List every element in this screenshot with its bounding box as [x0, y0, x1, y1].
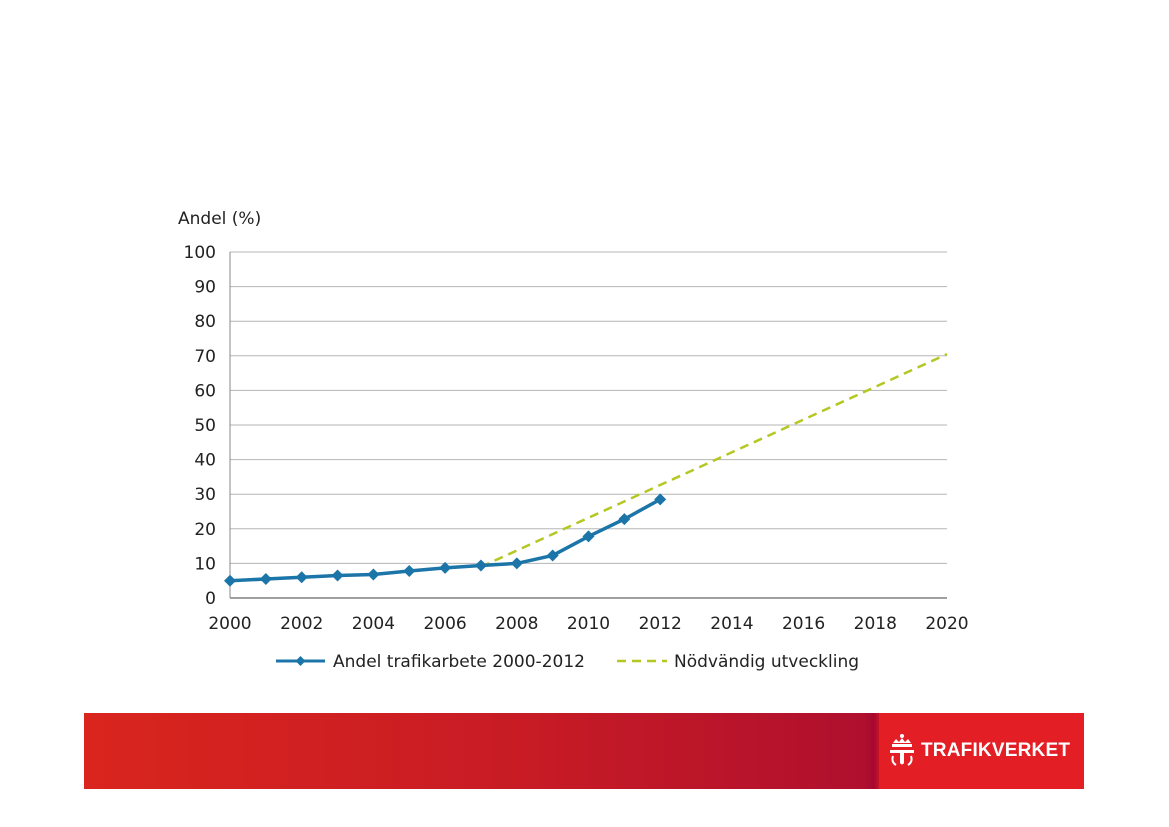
footer-banner: TRAFIKVERKET	[84, 713, 1084, 789]
x-tick-2002: 2002	[280, 614, 323, 634]
y-tick-70: 70	[194, 347, 216, 367]
legend-label-series-1: Andel trafikarbete 2000-2012	[333, 652, 585, 672]
y-tick-30: 30	[194, 485, 216, 505]
legend-label-series-2: Nödvändig utveckling	[674, 652, 859, 672]
crown-t-icon	[890, 734, 914, 766]
series-1-point-2000	[224, 574, 236, 587]
series-1-point-2005	[403, 565, 416, 578]
series-1-point-2008	[510, 557, 523, 570]
series-line-2	[480, 352, 948, 569]
x-tick-2006: 2006	[423, 614, 466, 634]
x-tick-2004: 2004	[352, 614, 395, 634]
series-1-point-2009	[546, 549, 559, 562]
x-tick-2016: 2016	[782, 614, 825, 634]
y-tick-labels: 0 10 20 30 40 50 60 70 80 90 100	[184, 243, 216, 609]
legend-marker-series-1	[295, 656, 306, 666]
grid-lines	[229, 251, 947, 599]
y-tick-50: 50	[194, 416, 216, 436]
y-tick-10: 10	[194, 554, 216, 574]
y-tick-60: 60	[194, 381, 216, 401]
x-tick-2000: 2000	[208, 614, 251, 634]
legend: Andel trafikarbete 2000-2012 Nödvändig u…	[276, 652, 859, 672]
trafikverket-logo: TRAFIKVERKET	[879, 713, 1084, 789]
y-axis-label: Andel (%)	[178, 209, 261, 229]
series-1-point-2010	[582, 530, 595, 543]
series-1-point-2004	[367, 568, 380, 581]
series-1-point-2003	[331, 569, 344, 582]
x-tick-2018: 2018	[854, 614, 897, 634]
x-tick-labels: 2000 2002 2004 2006 2008 2010 2012 2014 2016 2018…	[208, 614, 968, 634]
y-tick-0: 0	[205, 589, 216, 609]
series-layer	[224, 352, 948, 587]
y-tick-100: 100	[184, 243, 216, 263]
x-tick-2012: 2012	[639, 614, 682, 634]
series-1-point-2012	[654, 493, 667, 506]
series-1-point-2001	[259, 572, 272, 585]
series-1-point-2006	[439, 561, 452, 574]
x-tick-2014: 2014	[710, 614, 753, 634]
x-tick-2010: 2010	[567, 614, 610, 634]
y-tick-40: 40	[194, 451, 216, 471]
x-tick-2020: 2020	[925, 614, 968, 634]
y-tick-90: 90	[194, 278, 216, 298]
y-tick-80: 80	[194, 312, 216, 332]
x-tick-2008: 2008	[495, 614, 538, 634]
series-1-point-2002	[295, 571, 308, 584]
logo-text: TRAFIKVERKET	[921, 740, 1071, 761]
y-tick-20: 20	[194, 520, 216, 540]
series-1-point-2007	[474, 559, 487, 572]
series-1-point-2011	[618, 513, 631, 526]
